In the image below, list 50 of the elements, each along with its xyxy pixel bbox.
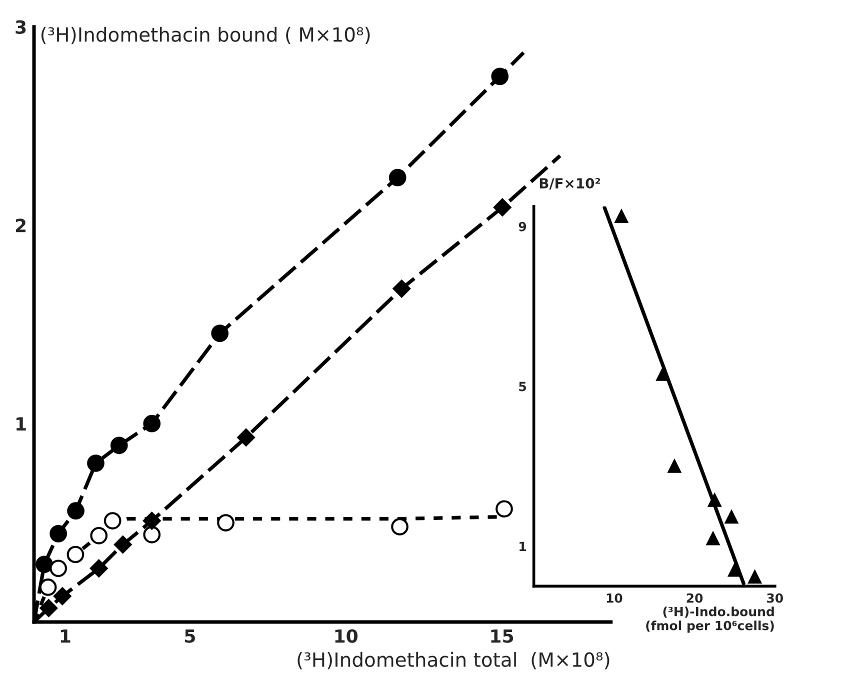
point [724,510,738,524]
point [87,454,104,472]
point [40,599,58,617]
x-tick-label: 10 [606,593,622,603]
point [90,526,108,544]
x-axis-title: (³H)Indomethacin total (M×10⁸) [298,652,610,670]
y-tick-label: 3 [16,20,26,34]
x-axis-title: (³H)-Indo.bound (fmol per 10⁶cells) [646,606,774,633]
point [706,532,720,546]
y-tick-label: 1 [16,417,26,430]
y-axis-title: (³H)Indomethacin bound ( M×10⁸) [41,26,370,44]
point [391,518,408,536]
point [388,168,406,186]
x-tick-label: 30 [767,593,783,603]
point [114,536,132,554]
point [708,494,722,507]
point [142,512,161,530]
y-tick-label: 2 [16,218,26,232]
point [143,526,161,544]
point [110,436,128,454]
point [66,546,84,564]
x-tick-label: 10 [335,629,358,643]
point [211,324,229,342]
point [90,559,108,578]
x-tick-label: 1 [60,629,70,643]
point [728,564,742,577]
point [67,502,84,520]
point [668,460,682,473]
point [493,198,512,216]
point [104,512,122,530]
point [237,428,255,446]
x-tick-label: 20 [686,593,703,603]
point [53,587,72,606]
point [217,514,234,532]
y-axis-title: B/F×10² [540,178,600,190]
x-tick-label: 5 [185,629,195,643]
point [614,210,628,223]
point [50,524,68,542]
point [36,556,53,574]
point [748,570,762,584]
y-tick-label: 1 [520,542,526,551]
point [50,560,68,578]
x-tick-label: 15 [491,629,514,643]
point [39,578,57,596]
point [491,68,509,86]
point [392,280,411,298]
point [143,414,161,432]
y-tick-label: 9 [518,222,526,232]
y-tick-label: 5 [519,382,526,392]
point [496,500,513,518]
